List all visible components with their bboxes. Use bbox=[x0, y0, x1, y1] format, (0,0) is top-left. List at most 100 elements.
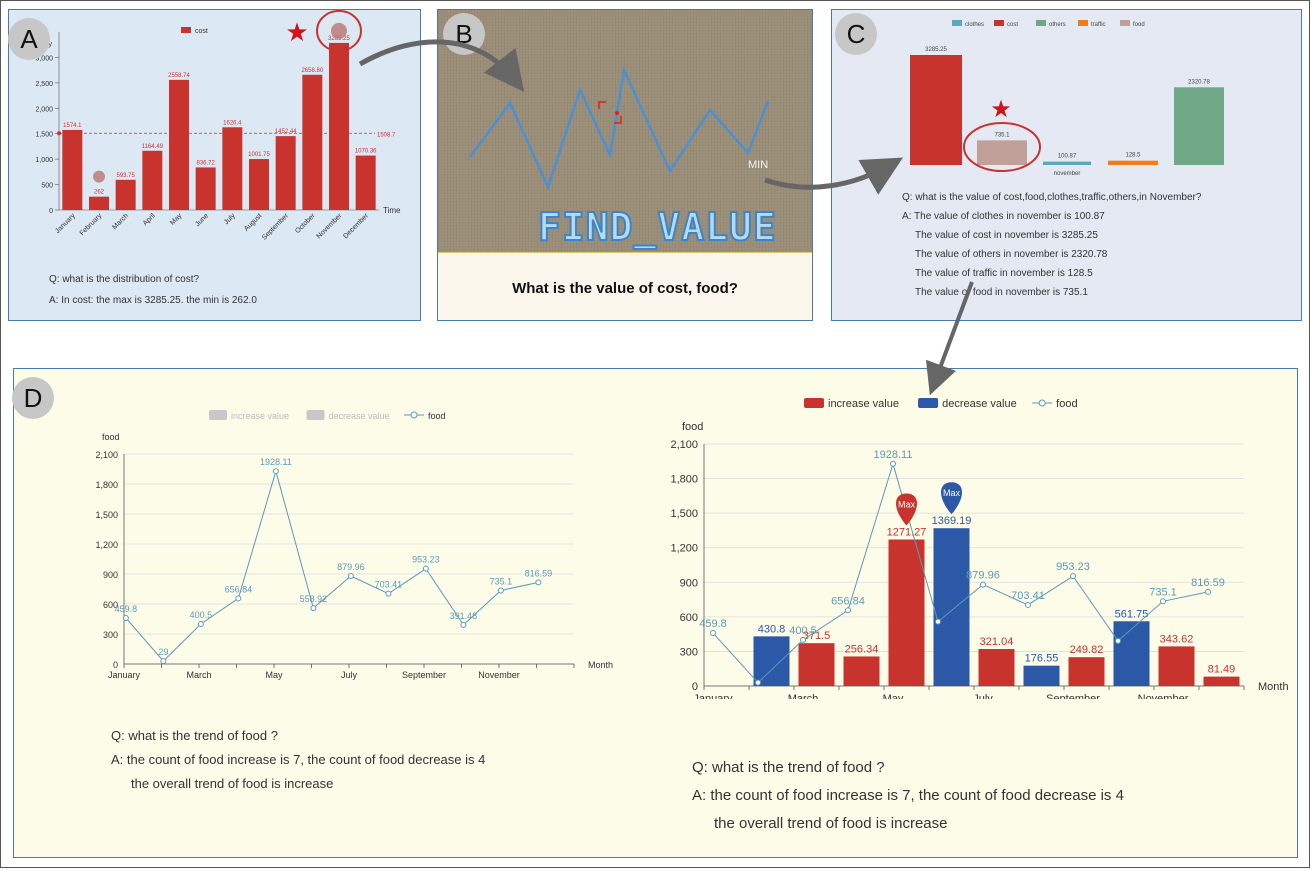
d-legend-label: food bbox=[428, 411, 446, 421]
d-right-bar-label: 561.75 bbox=[1115, 608, 1149, 620]
d-right-bar-increase bbox=[798, 643, 835, 686]
a-legend-swatch bbox=[181, 27, 191, 33]
a-ytick-label: 2,000 bbox=[35, 106, 53, 113]
d-ytick-label: 1,200 bbox=[95, 540, 118, 550]
d-left-point bbox=[310, 605, 317, 612]
badge-a: A bbox=[8, 18, 50, 60]
d-ytick-label: 1,800 bbox=[670, 474, 698, 486]
a-bar-label: 1452.44 bbox=[275, 129, 297, 135]
d-ytick-label: 0 bbox=[692, 681, 698, 693]
d-ytick-label: 300 bbox=[680, 646, 698, 658]
a-bar-label: 3285.25 bbox=[328, 36, 350, 42]
a-bar bbox=[249, 159, 269, 210]
find-value-overlay: FIND_VALUE bbox=[537, 204, 777, 250]
d-right-bar-label: 1271.27 bbox=[887, 527, 927, 539]
a-xtick-label: August bbox=[243, 212, 263, 232]
d-ytick-label: 0 bbox=[113, 660, 118, 670]
d-right-point bbox=[890, 460, 896, 467]
d-right-food-line bbox=[712, 462, 1209, 684]
panel-c-answer-2: The value of cost in november is 3285.25 bbox=[915, 230, 1098, 241]
d-xtick-label: July bbox=[341, 670, 358, 680]
d-ytick-label: 1,500 bbox=[95, 510, 118, 520]
c-legend-label: cost bbox=[1007, 22, 1018, 28]
a-xtick-label: June bbox=[194, 212, 210, 228]
d-right-bar-label: 256.34 bbox=[845, 643, 879, 655]
a-bar bbox=[275, 136, 296, 210]
a-bar-label: 1070.36 bbox=[355, 149, 377, 155]
c-legend-swatch bbox=[952, 20, 962, 26]
d-legend-swatch bbox=[306, 410, 325, 420]
a-xtick-label: March bbox=[111, 212, 130, 231]
a-bar bbox=[62, 129, 83, 210]
d-ytick-label: 1,500 bbox=[670, 508, 698, 520]
d-xtick-label: January bbox=[108, 670, 141, 680]
d-left-point-label: 400.5 bbox=[190, 610, 213, 620]
d-right-bar-decrease bbox=[933, 528, 970, 686]
chart-d-left: 0 300 600 900 1,200 1,500 1,800 2,100 food Month J… bbox=[95, 410, 613, 680]
a-bar-label: 2658.80 bbox=[301, 68, 323, 74]
d-right-question: Q: what is the trend of food ? bbox=[692, 759, 885, 776]
d-ytick-label: 2,100 bbox=[670, 439, 698, 451]
badge-c: C bbox=[835, 13, 877, 55]
d-right-bar-decrease bbox=[753, 636, 790, 686]
d-right-bar-label: 343.62 bbox=[1160, 633, 1194, 645]
a-xtick-label: January bbox=[54, 212, 77, 235]
panel-c-answer-4: The value of traffic in november is 128.… bbox=[915, 268, 1093, 279]
d-left-point bbox=[460, 621, 467, 628]
c-bar-clothes bbox=[1043, 161, 1091, 165]
a-bar-label: 2558.74 bbox=[168, 73, 190, 79]
d-left-point bbox=[272, 468, 279, 475]
panel-c-answer-5: The value of food in november is 735.1 bbox=[915, 287, 1088, 298]
d-left-point bbox=[497, 587, 504, 594]
d-xtick-label: May bbox=[883, 693, 904, 699]
d-right-bar-label: 430.8 bbox=[758, 623, 786, 635]
a-xtick-label: July bbox=[223, 212, 237, 226]
chart-d-right: 0 300 600 900 1,200 1,500 1,800 2,100 food Month J… bbox=[670, 398, 1289, 699]
c-xtick-label: november bbox=[1054, 171, 1081, 177]
d-right-bar-increase bbox=[843, 656, 880, 686]
d-left-point bbox=[347, 573, 354, 580]
d-right-answer-2: the overall trend of food is increase bbox=[714, 815, 948, 832]
a-bar-label: 1574.1 bbox=[63, 123, 82, 129]
c-star-icon: ★ bbox=[990, 96, 1012, 123]
d-right-bar-increase bbox=[1068, 657, 1105, 686]
a-legend-label: cost bbox=[195, 28, 208, 35]
d-left-point bbox=[122, 615, 129, 622]
d-left-food-line bbox=[125, 469, 539, 662]
d-right-point bbox=[1160, 598, 1166, 605]
a-ytick-label: 500 bbox=[41, 183, 53, 190]
d-legend-label: increase value bbox=[828, 398, 899, 410]
a-star-icon: ★ bbox=[285, 17, 308, 47]
d-ytick-label: 1,800 bbox=[95, 480, 118, 490]
d-legend-label: decrease value bbox=[329, 411, 390, 421]
d-right-point bbox=[755, 679, 761, 686]
a-xtick-label: September bbox=[261, 212, 291, 242]
a-bar-label: 1164.49 bbox=[142, 144, 164, 150]
a-ytick-label: 1,500 bbox=[35, 132, 53, 139]
c-bar-label: 3285.25 bbox=[925, 47, 947, 53]
d-legend-label: increase value bbox=[231, 411, 289, 421]
d-right-bar-label: 249.82 bbox=[1070, 644, 1104, 656]
d-left-point bbox=[422, 565, 429, 572]
panel-b-caption: What is the value of cost, food? bbox=[512, 280, 738, 297]
c-legend-label: food bbox=[1133, 22, 1145, 28]
d-xlabel: Month bbox=[588, 660, 613, 670]
d-ytick-label: 300 bbox=[103, 630, 118, 640]
a-xtick-label: April bbox=[142, 212, 157, 227]
a-min-marker bbox=[93, 170, 105, 183]
d-ytick-label: 600 bbox=[103, 600, 118, 610]
d-right-point-label: 459.8 bbox=[699, 618, 727, 630]
d-left-point bbox=[235, 595, 242, 602]
panel-a-answer: A: In cost: the max is 3285.25. the min … bbox=[49, 295, 257, 306]
panel-c-question: Q: what is the value of cost,food,clothe… bbox=[902, 192, 1202, 203]
c-bar-label: 128.5 bbox=[1125, 153, 1141, 159]
d-xtick-label: January bbox=[693, 693, 733, 699]
d-left-answer-2: the overall trend of food is increase bbox=[131, 776, 334, 791]
badge-b: B bbox=[443, 13, 485, 55]
d-right-point-label: 879.96 bbox=[966, 570, 1000, 582]
d-right-bar-label: 1369.19 bbox=[932, 515, 972, 527]
d-xtick-label: March bbox=[186, 670, 211, 680]
d-right-bar-label: 321.04 bbox=[980, 636, 1014, 648]
d-right-bar-label: 81.49 bbox=[1208, 664, 1236, 676]
a-bar bbox=[169, 79, 189, 210]
